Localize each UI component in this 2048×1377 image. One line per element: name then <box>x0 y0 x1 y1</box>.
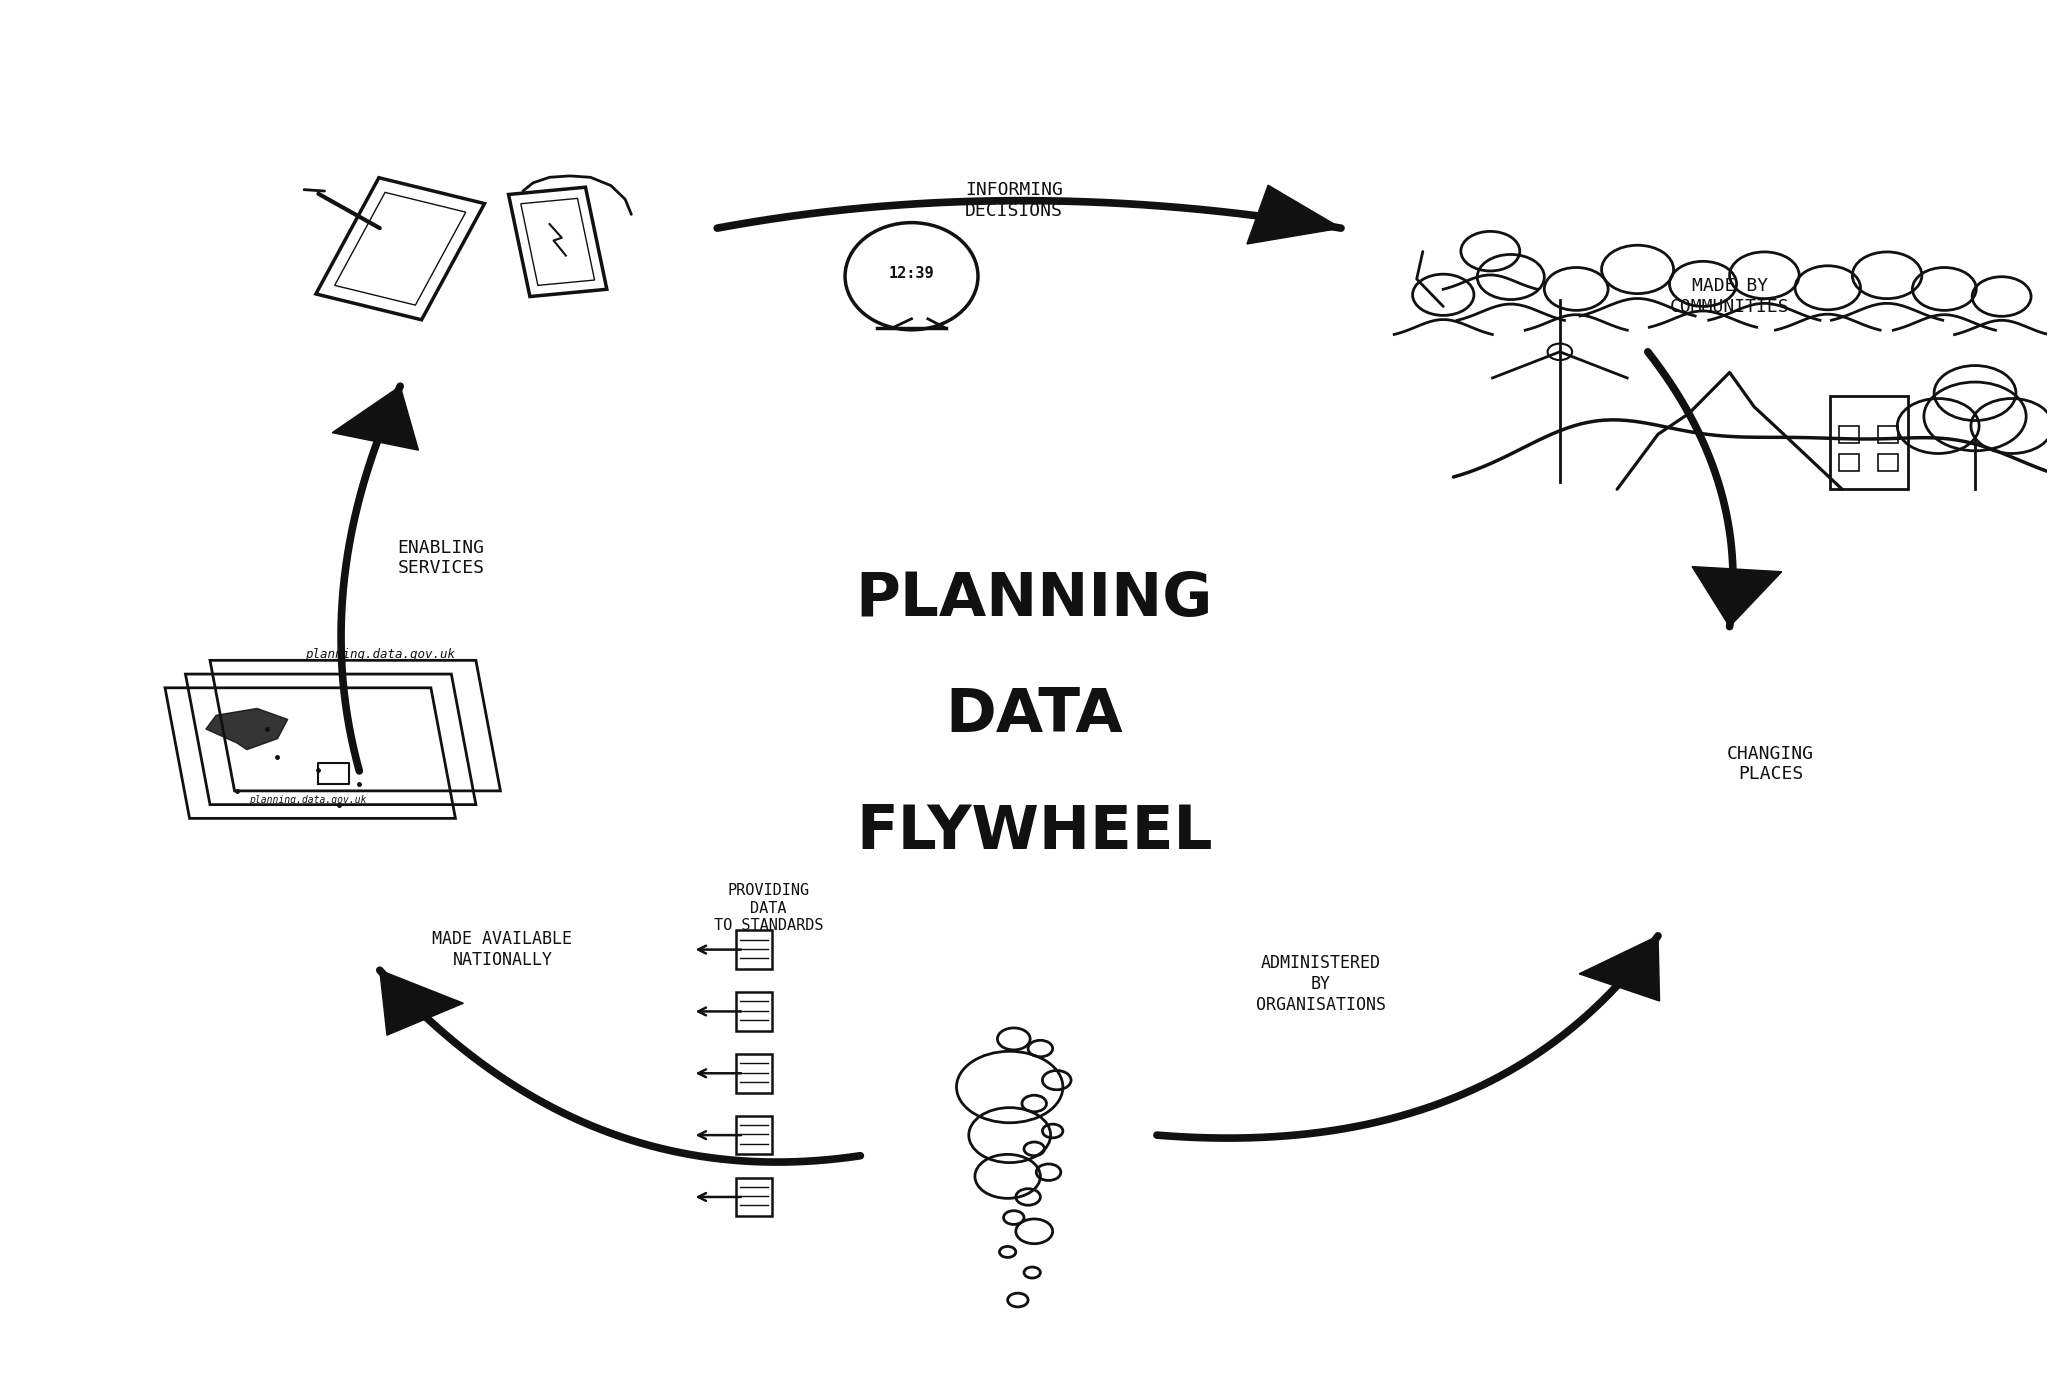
Text: ADMINISTERED
BY
ORGANISATIONS: ADMINISTERED BY ORGANISATIONS <box>1255 954 1386 1013</box>
Polygon shape <box>1247 185 1341 244</box>
Polygon shape <box>1692 566 1782 627</box>
Polygon shape <box>1579 936 1659 1001</box>
Text: 12:39: 12:39 <box>889 266 934 281</box>
Text: MADE AVAILABLE
NATIONALLY: MADE AVAILABLE NATIONALLY <box>432 931 573 969</box>
Bar <box>735 1115 772 1154</box>
Bar <box>735 1177 772 1216</box>
Text: MADE BY
COMMUNITIES: MADE BY COMMUNITIES <box>1669 277 1790 317</box>
Polygon shape <box>332 386 418 450</box>
Bar <box>735 931 772 969</box>
Bar <box>1878 454 1898 471</box>
Text: PROVIDING
DATA
TO STANDARDS: PROVIDING DATA TO STANDARDS <box>713 884 823 934</box>
Polygon shape <box>379 971 463 1036</box>
Text: DATA: DATA <box>946 687 1122 745</box>
Bar <box>1839 427 1860 443</box>
Text: CHANGING
PLACES: CHANGING PLACES <box>1726 745 1815 784</box>
Text: INFORMING
DECISIONS: INFORMING DECISIONS <box>965 182 1063 220</box>
Bar <box>1829 395 1907 489</box>
Text: PLANNING: PLANNING <box>856 570 1212 629</box>
Bar <box>735 1053 772 1092</box>
Text: ENABLING
SERVICES: ENABLING SERVICES <box>397 538 485 577</box>
Text: planning.data.gov.uk: planning.data.gov.uk <box>305 647 455 661</box>
Text: planning.data.gov.uk: planning.data.gov.uk <box>250 795 367 804</box>
Polygon shape <box>207 708 287 749</box>
Bar <box>1878 427 1898 443</box>
Text: FLYWHEEL: FLYWHEEL <box>856 803 1212 862</box>
Bar <box>735 993 772 1030</box>
Bar <box>1839 454 1860 471</box>
